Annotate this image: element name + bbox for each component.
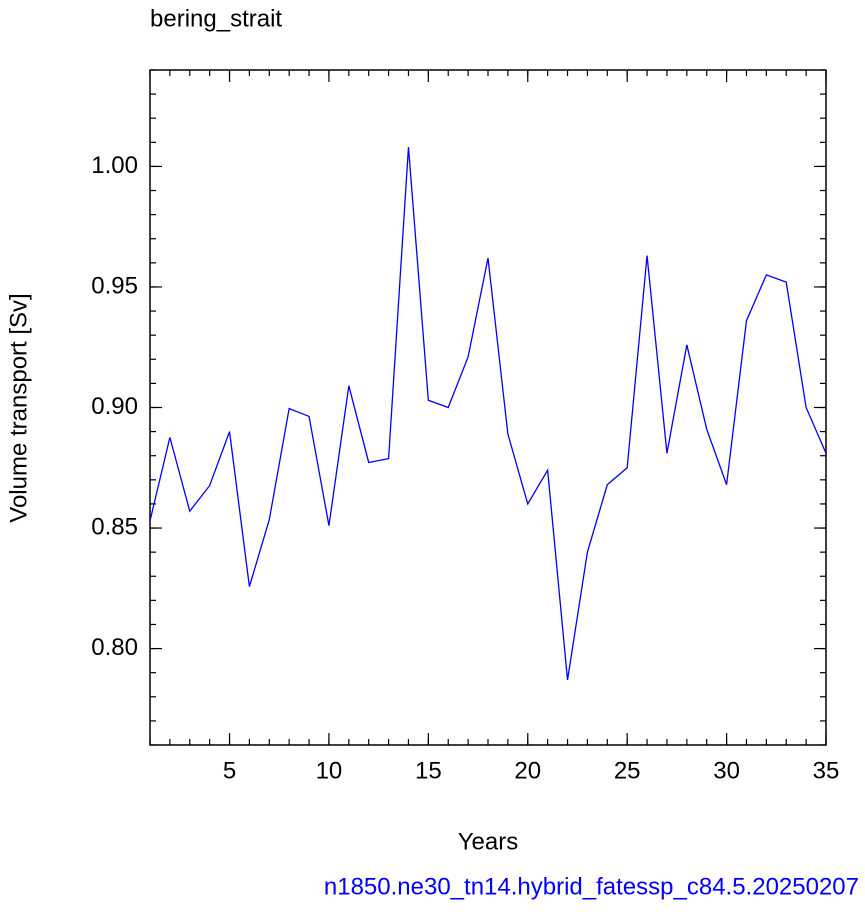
data-line: [149, 147, 827, 681]
x-tick-label: 5: [223, 757, 236, 784]
y-axis-label: Volume transport [Sv]: [5, 293, 32, 522]
y-tick-label: 0.90: [91, 393, 138, 420]
y-tick-label: 1.00: [91, 152, 138, 179]
footer: n1850.ne30_tn14.hybrid_fatessp_c84.5.202…: [324, 873, 859, 900]
plot-frame: [149, 69, 827, 746]
y-tick-label: 0.80: [91, 634, 138, 661]
x-tick-label: 20: [514, 757, 541, 784]
x-tick-label: 15: [415, 757, 442, 784]
x-axis-label: Years: [458, 828, 519, 855]
x-tick-label: 10: [316, 757, 343, 784]
x-tick-label: 25: [614, 757, 641, 784]
chart-title: bering_strait: [150, 5, 282, 32]
x-tick-label: 35: [813, 757, 840, 784]
y-tick-label: 0.85: [91, 513, 138, 540]
y-tick-label: 0.95: [91, 272, 138, 299]
x-tick-label: 30: [713, 757, 740, 784]
